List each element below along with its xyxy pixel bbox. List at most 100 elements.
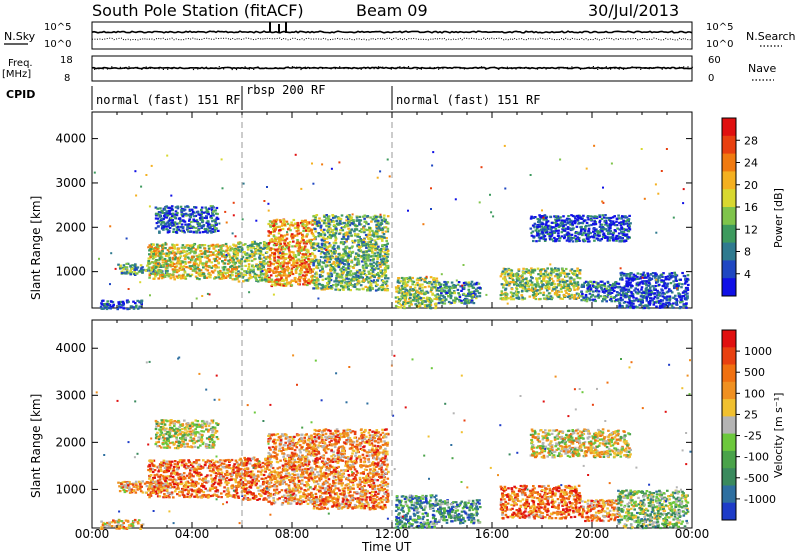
velocity-axes: 1000 2000 3000 4000: [55, 320, 693, 528]
nave-point: [106, 68, 109, 70]
nave-point: [661, 68, 663, 70]
nave-point: [653, 67, 655, 69]
nave-point: [377, 66, 379, 68]
nave-point: [536, 68, 539, 70]
colorbar-label: Power [dB]: [772, 188, 785, 248]
nave-point: [506, 66, 508, 68]
freq-nave-traces: [91, 66, 693, 71]
y-tick-label: 3000: [55, 176, 86, 190]
date-label: 30/Jul/2013: [588, 1, 679, 20]
nave-point: [459, 67, 461, 70]
nave-point: [670, 67, 672, 70]
nave-point: [472, 67, 474, 69]
x-tick-label: 00:00: [675, 527, 710, 541]
nave-point: [657, 66, 659, 68]
nave-point: [291, 66, 293, 68]
nave-point: [154, 67, 156, 70]
nave-point: [382, 66, 384, 68]
nave-point: [588, 66, 590, 68]
nave-point: [489, 67, 491, 69]
nave-point: [102, 68, 104, 70]
nave-point: [519, 67, 521, 69]
nave-point: [132, 67, 134, 69]
colorbar-tick-label: -25: [744, 430, 762, 443]
nave-point: [124, 67, 126, 69]
x-tick-label: 16:00: [475, 527, 510, 541]
colorbar-swatch: [722, 260, 736, 279]
nsearch-trace: [91, 37, 693, 41]
nsky-trace: [91, 30, 693, 34]
nave-point: [678, 66, 680, 68]
x-tick-label: 08:00: [275, 527, 310, 541]
y-tick-label: 1000: [55, 265, 86, 279]
nave-point: [205, 66, 207, 68]
nave-point: [137, 66, 139, 68]
nave-point: [399, 66, 401, 68]
nave-point: [321, 67, 324, 70]
nave-tick-top: 60: [708, 55, 721, 66]
beam-label: Beam 09: [356, 1, 428, 20]
nave-point: [317, 68, 319, 70]
nave-point: [579, 68, 582, 70]
nave-point: [162, 68, 164, 70]
nave-point: [644, 67, 646, 69]
nave-point: [98, 68, 100, 70]
nave-point: [416, 68, 418, 70]
power-ylabel: Slant Range [km]: [29, 196, 43, 300]
nave-point: [248, 68, 250, 70]
freq-trace: [91, 66, 693, 70]
nave-point: [476, 67, 478, 69]
nave-point: [635, 67, 637, 69]
nave-point: [528, 67, 530, 69]
nave-point: [171, 67, 173, 69]
nave-point: [545, 68, 547, 70]
nave-point: [128, 66, 130, 68]
colorbar-swatch: [722, 502, 736, 521]
freq-label-2: [MHz]: [2, 69, 31, 80]
colorbar-swatch: [722, 468, 736, 486]
noise-panel-frame: [91, 21, 693, 50]
colorbar-tick-label: 24: [744, 157, 758, 170]
time-axis-ticks: 00:00 04:00 08:00 12:00 16:00 20:00 00:00: [75, 527, 710, 541]
cpid-label: CPID: [6, 88, 35, 101]
colorbar-swatch: [722, 278, 736, 297]
nave-point: [210, 67, 212, 69]
colorbar-swatch: [722, 381, 736, 400]
nave-point: [261, 67, 263, 69]
nave-point: [455, 67, 457, 69]
freq-tick-top: 18: [60, 55, 73, 66]
velocity-ylabel: Slant Range [km]: [29, 394, 43, 498]
nave-point: [244, 66, 246, 68]
colorbar-swatch: [722, 416, 736, 435]
nave-point: [309, 67, 311, 70]
nave-point: [343, 67, 345, 70]
nave-point: [575, 67, 577, 69]
nave-point: [364, 67, 367, 70]
nave-point: [558, 68, 560, 70]
colorbar-swatch: [722, 171, 736, 190]
nave-tick-bottom: 0: [708, 73, 714, 84]
nave-point: [145, 66, 147, 68]
noise-tick-left-top: 10^5: [44, 22, 71, 33]
nave-point: [188, 67, 190, 69]
x-tick-label: 20:00: [575, 527, 610, 541]
nave-point: [610, 68, 612, 70]
nave-point: [223, 68, 225, 70]
colorbar-swatch: [722, 135, 736, 154]
cpid-segment-label: normal (fast) 151 RF: [96, 93, 241, 107]
nave-point: [274, 67, 276, 69]
nave-point: [313, 67, 315, 69]
xlabel: Time UT: [361, 540, 412, 554]
freq-label-1: Freq.: [8, 58, 33, 69]
nave-point: [347, 68, 349, 70]
colorbar-tick-label: -100: [744, 451, 769, 464]
velocity-colorbar: 1000 500 100 25 -25 -100 -500 -1000 Velocity [m …: [721, 329, 785, 521]
colorbar-tick-label: 25: [744, 408, 758, 421]
nave-label: Nave: [748, 62, 776, 75]
nave-point: [287, 66, 289, 68]
colorbar-tick-label: -1000: [744, 493, 776, 506]
nave-point: [214, 67, 216, 70]
nave-point: [175, 67, 177, 69]
colorbar-tick-label: 500: [744, 366, 765, 379]
